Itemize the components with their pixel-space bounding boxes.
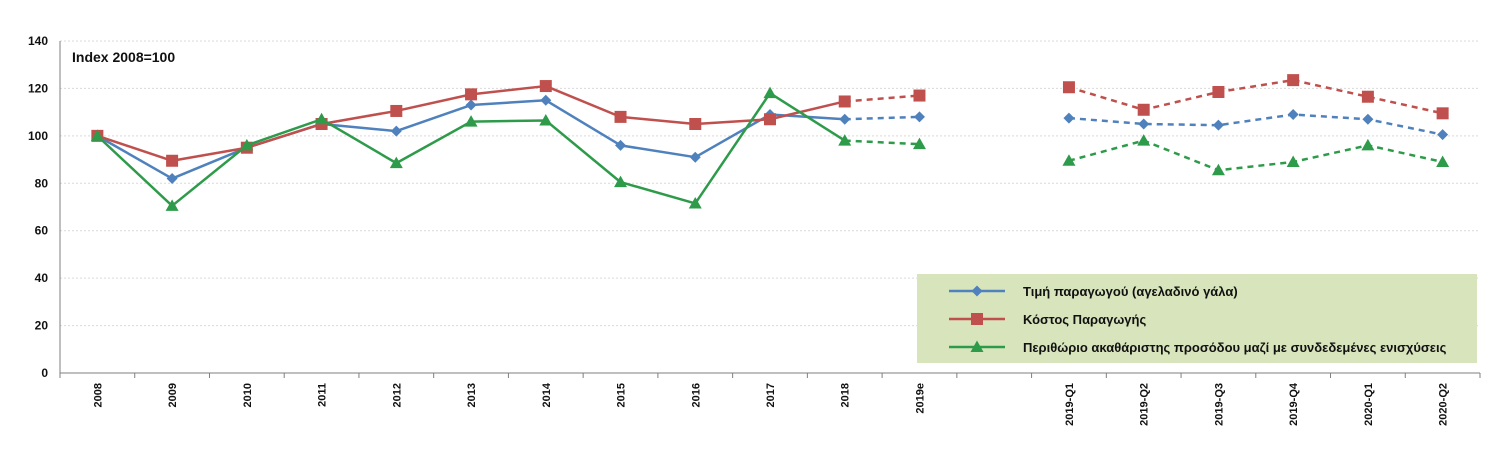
diamond-marker [615, 139, 627, 151]
x-tick-label: 2009 [167, 383, 179, 407]
square-marker [1436, 107, 1449, 120]
square-marker [913, 89, 926, 102]
diamond-marker [1212, 119, 1224, 131]
series-line-dashed [1068, 113, 1443, 136]
diamond-marker [971, 285, 983, 297]
grid [60, 40, 1480, 327]
diamond-marker [1063, 112, 1075, 124]
index-annotation: Index 2008=100 [72, 49, 175, 65]
triangle-marker [1137, 134, 1151, 146]
diamond-marker [1287, 109, 1299, 121]
triangle-marker [763, 86, 777, 99]
square-marker [1062, 81, 1075, 94]
legend-label: Τιμή παραγωγού (αγελαδινό γάλα) [1023, 284, 1238, 299]
x-tick-label: 2011 [317, 383, 329, 407]
diamond-marker [913, 111, 925, 123]
square-marker [838, 95, 851, 108]
square-marker [1361, 90, 1374, 103]
triangle-marker [1286, 155, 1300, 167]
series-layer [90, 74, 1450, 211]
series-1 [91, 94, 1449, 185]
triangle-marker [240, 138, 254, 151]
x-tick-label: 2019-Q1 [1064, 383, 1076, 426]
triangle-marker [614, 175, 628, 188]
diamond-marker [465, 99, 477, 111]
triangle-marker [688, 196, 702, 209]
y-tick-label: 120 [28, 81, 48, 95]
x-tick-label: 2020-Q1 [1363, 383, 1375, 426]
square-marker [1287, 74, 1300, 87]
square-marker [764, 113, 776, 126]
triangle-marker [838, 134, 852, 146]
series-3 [90, 86, 1450, 211]
triangle-marker [389, 156, 403, 169]
series-line-dashed [844, 115, 920, 121]
square-marker [539, 80, 552, 93]
legend-label: Περιθώριο ακαθάριστης προσόδου μαζί με σ… [1023, 340, 1447, 355]
legend-background [917, 274, 1477, 363]
triangle-marker [539, 113, 553, 126]
square-marker [614, 110, 627, 123]
series-line-dashed [844, 139, 920, 146]
triangle-marker [90, 129, 104, 141]
legend: Τιμή παραγωγού (αγελαδινό γάλα) Κόστος Πα… [917, 274, 1477, 363]
x-tick-label: 2015 [616, 383, 628, 407]
x-tick-label: 2017 [765, 383, 777, 407]
x-tick-label: 2019-Q4 [1288, 382, 1300, 426]
y-tick-label: 20 [35, 319, 49, 333]
x-tick-label: 2013 [466, 383, 478, 407]
square-marker [465, 88, 478, 101]
square-marker [1212, 85, 1225, 98]
y-tick-label: 60 [35, 224, 49, 238]
diamond-marker [390, 125, 402, 137]
triangle-marker [165, 199, 179, 211]
square-marker [166, 154, 179, 167]
triangle-marker [970, 340, 984, 352]
y-tick-label: 0 [41, 366, 48, 380]
square-marker [689, 118, 702, 130]
legend-item: Τιμή παραγωγού (αγελαδινό γάλα) [949, 284, 1238, 299]
axes: 0 20 40 60 80 100 120 140 2008 2009 2010 2011 2012 20… [28, 34, 1481, 426]
legend-label: Κόστος Παραγωγής [1023, 312, 1146, 327]
triangle-marker [1436, 155, 1450, 167]
square-marker [390, 104, 403, 117]
diamond-marker [839, 113, 851, 125]
x-tick-label: 2012 [391, 383, 403, 407]
triangle-marker [464, 115, 478, 127]
triangle-marker [1211, 163, 1225, 176]
series-line-dashed [1068, 78, 1443, 115]
triangle-marker [912, 137, 926, 150]
x-tick-label: 2016 [690, 383, 702, 407]
x-tick-label: 2018 [840, 383, 852, 407]
y-tick-label: 100 [28, 129, 48, 143]
x-tick-label: 2020-Q2 [1438, 383, 1450, 426]
series-line-dashed [844, 94, 920, 103]
y-tick-label: 140 [28, 34, 48, 48]
x-tick-label: 2019-Q3 [1213, 383, 1225, 426]
x-tick-label: 2019-Q2 [1139, 383, 1151, 426]
square-marker [1137, 103, 1150, 116]
triangle-marker [1062, 154, 1076, 166]
diamond-marker [1437, 129, 1449, 141]
x-tick-label: 2010 [242, 383, 254, 407]
square-marker [971, 313, 983, 325]
y-tick-label: 80 [35, 176, 49, 190]
x-tick-label: 2019e [914, 383, 926, 414]
x-tick-label: 2008 [92, 383, 104, 407]
diamond-marker [166, 173, 178, 185]
legend-item: Κόστος Παραγωγής [949, 312, 1146, 327]
triangle-marker [315, 112, 329, 125]
diamond-marker [540, 94, 552, 106]
diamond-marker [689, 151, 701, 163]
y-tick-label: 40 [35, 271, 49, 285]
diamond-marker [1138, 118, 1150, 130]
x-tick-label: 2014 [541, 382, 553, 407]
series-line-dashed [1068, 139, 1443, 172]
triangle-marker [1361, 138, 1375, 151]
diamond-marker [1362, 113, 1374, 125]
series-line [96, 99, 845, 180]
legend-item: Περιθώριο ακαθάριστης προσόδου μαζί με σ… [949, 340, 1447, 355]
